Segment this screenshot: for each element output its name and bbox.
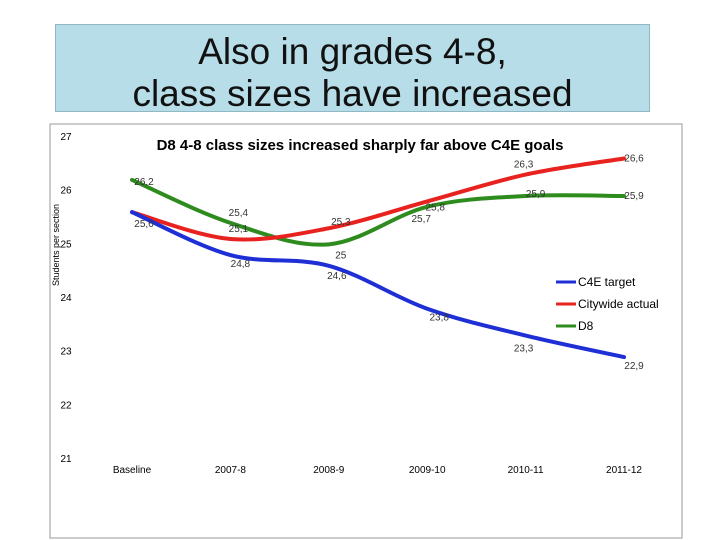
data-label: 23,3	[514, 344, 534, 355]
y-axis-label: Students per section	[51, 204, 61, 286]
x-tick-label: 2008-9	[313, 465, 345, 476]
data-label: 22,9	[624, 361, 644, 372]
data-label: 25,9	[526, 189, 546, 200]
data-label: 25,1	[229, 224, 249, 235]
y-tick-label: 25	[60, 239, 72, 250]
series-line-citywide-actual	[130, 156, 626, 242]
data-label: 25	[335, 250, 347, 261]
data-label: 25,7	[411, 214, 431, 225]
data-label: 26,2	[134, 177, 154, 188]
y-tick-label: 23	[60, 347, 72, 358]
y-tick-label: 26	[60, 186, 72, 197]
y-tick-label: 21	[60, 454, 72, 465]
data-label: 25,3	[331, 217, 351, 228]
data-label: 26,6	[624, 153, 644, 164]
data-label: 25,8	[425, 202, 445, 213]
data-label: 24,6	[327, 271, 347, 282]
data-label: 25,9	[624, 191, 644, 202]
x-tick-label: 2011-12	[606, 465, 642, 476]
slide-title-line-2: class sizes have increased	[132, 73, 573, 114]
slide-title-line-1: Also in grades 4-8,	[198, 31, 507, 72]
data-label: 24,8	[231, 259, 251, 270]
legend-label: D8	[578, 319, 594, 333]
data-label: 26,3	[514, 160, 534, 171]
legend-label: Citywide actual	[578, 297, 659, 311]
legend-label: C4E target	[578, 275, 636, 289]
y-tick-label: 24	[60, 293, 72, 304]
slide-title-box: Also in grades 4-8, class sizes have inc…	[55, 24, 650, 114]
x-tick-label: 2007-8	[215, 465, 247, 476]
series-line-c4e-target	[130, 210, 626, 360]
x-tick-label: 2010-11	[508, 465, 544, 476]
data-label: 23,8	[429, 313, 449, 324]
y-tick-label: 22	[60, 400, 72, 411]
data-label: 25,6	[134, 219, 154, 230]
x-tick-label: Baseline	[113, 465, 152, 476]
y-tick-label: 27	[60, 132, 72, 143]
data-label: 25,4	[229, 208, 249, 219]
x-tick-label: 2009-10	[409, 465, 446, 476]
series-line-d8	[130, 177, 626, 247]
chart-title: D8 4-8 class sizes increased sharply far…	[157, 137, 564, 154]
